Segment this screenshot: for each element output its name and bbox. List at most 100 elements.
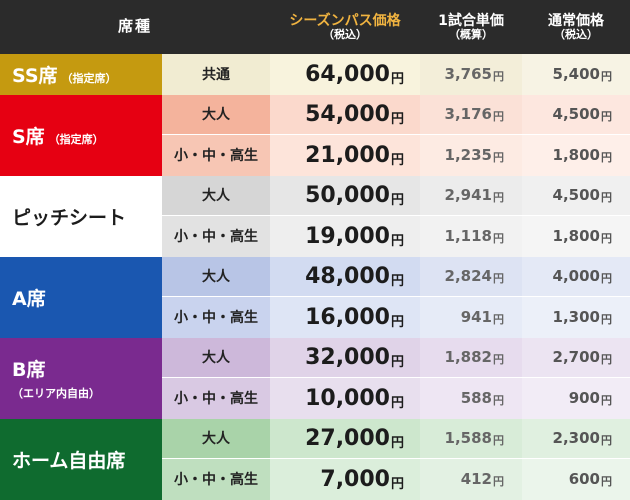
table-row: 共通 64,000 円 3,765 円 5,400 円 [0, 54, 630, 95]
single-price-cell-value: 2,941 [444, 186, 492, 205]
regular-price-cell-value: 600 [568, 470, 600, 489]
header-season-label: シーズンパス価格 [289, 12, 401, 29]
header-regular-price: 通常価格 （税込） [522, 0, 630, 54]
yen-unit: 円 [601, 434, 612, 448]
season-price-cell-value: 21,000 [305, 142, 390, 168]
seat-group-label-b: B席 （エリア内自由） [0, 337, 162, 419]
table-row: 大人 54,000 円 3,176 円 4,500 円 [0, 94, 630, 135]
yen-unit: 円 [390, 314, 404, 330]
header-season-pass: シーズンパス価格 （税込） [270, 0, 420, 54]
category-cell-value: 小・中・高生 [174, 391, 258, 408]
season-price-cell: 19,000 円 [270, 216, 420, 257]
yen-unit: 円 [390, 273, 404, 289]
category-cell-value: 小・中・高生 [174, 472, 258, 489]
regular-price-cell: 1,800 円 [522, 135, 630, 176]
regular-price-cell-value: 4,000 [552, 267, 600, 286]
season-price-cell: 21,000 円 [270, 135, 420, 176]
seat-group-name: ホーム自由席 [12, 446, 162, 473]
yen-unit: 円 [601, 232, 612, 246]
regular-price-cell-value: 4,500 [552, 105, 600, 124]
seat-group-name-text: S席 [12, 125, 45, 148]
yen-unit: 円 [493, 394, 504, 408]
category-cell: 共通 [162, 54, 270, 95]
regular-price-cell-value: 1,300 [552, 308, 600, 327]
single-price-cell: 1,882 円 [420, 337, 522, 378]
regular-price-cell-value: 2,700 [552, 348, 600, 367]
regular-price-cell: 5,400 円 [522, 54, 630, 95]
category-cell: 大人 [162, 418, 270, 459]
yen-unit: 円 [493, 434, 504, 448]
seat-group-name-text: SS席 [12, 64, 58, 87]
category-cell: 小・中・高生 [162, 297, 270, 338]
single-price-cell-value: 1,882 [444, 348, 492, 367]
single-price-cell: 2,941 円 [420, 175, 522, 216]
regular-price-cell: 600 円 [522, 459, 630, 500]
header-single-label: 1試合単価 [438, 12, 504, 29]
table-row: 小・中・高生 21,000 円 1,235 円 1,800 円 [0, 135, 630, 176]
season-price-cell: 16,000 円 [270, 297, 420, 338]
yen-unit: 円 [493, 272, 504, 286]
table-row: 大人 48,000 円 2,824 円 4,000 円 [0, 256, 630, 297]
single-price-cell-value: 588 [460, 389, 492, 408]
table-row: 小・中・高生 19,000 円 1,118 円 1,800 円 [0, 216, 630, 257]
season-price-cell: 48,000 円 [270, 256, 420, 297]
season-price-cell-value: 7,000 [320, 466, 390, 492]
season-price-cell: 7,000 円 [270, 459, 420, 500]
header-season-note: （税込） [323, 27, 367, 41]
single-price-cell: 588 円 [420, 378, 522, 419]
seat-group-label-home: ホーム自由席 [0, 418, 162, 500]
yen-unit: 円 [493, 353, 504, 367]
regular-price-cell: 4,500 円 [522, 175, 630, 216]
category-cell: 大人 [162, 337, 270, 378]
single-price-cell: 3,176 円 [420, 94, 522, 135]
category-cell-value: 小・中・高生 [174, 229, 258, 246]
category-cell: 大人 [162, 256, 270, 297]
category-cell-value: 大人 [202, 188, 230, 205]
header-seat-label: 席種 [117, 17, 152, 36]
header-seat-type: 席種 [0, 0, 270, 54]
category-cell-value: 大人 [202, 107, 230, 124]
single-price-cell-value: 941 [460, 308, 492, 327]
seat-group-name-text: A席 [12, 287, 46, 310]
regular-price-cell: 4,000 円 [522, 256, 630, 297]
season-price-cell: 32,000 円 [270, 337, 420, 378]
category-cell-value: 共通 [202, 67, 230, 84]
yen-unit: 円 [601, 394, 612, 408]
yen-unit: 円 [390, 354, 404, 370]
yen-unit: 円 [493, 70, 504, 84]
regular-price-cell-value: 5,400 [552, 65, 600, 84]
regular-price-cell: 1,800 円 [522, 216, 630, 257]
seat-group-label-pitch: ピッチシート [0, 175, 162, 257]
season-price-cell: 50,000 円 [270, 175, 420, 216]
table-row: 大人 50,000 円 2,941 円 4,500 円 [0, 175, 630, 216]
regular-price-cell: 900 円 [522, 378, 630, 419]
yen-unit: 円 [493, 313, 504, 327]
seat-group-name-text: ピッチシート [12, 206, 127, 229]
season-price-cell: 64,000 円 [270, 54, 420, 95]
single-price-cell-value: 412 [460, 470, 492, 489]
yen-unit: 円 [390, 152, 404, 168]
seat-group-name: B席 [12, 355, 162, 382]
regular-price-cell-value: 1,800 [552, 227, 600, 246]
seat-group-note: （指定席） [61, 71, 117, 85]
yen-unit: 円 [601, 191, 612, 205]
yen-unit: 円 [601, 353, 612, 367]
category-cell-value: 大人 [202, 350, 230, 367]
season-price-cell-value: 64,000 [305, 61, 390, 87]
season-price-cell-value: 48,000 [305, 263, 390, 289]
yen-unit: 円 [601, 272, 612, 286]
season-price-cell-value: 19,000 [305, 223, 390, 249]
seat-group-label-a: A席 [0, 256, 162, 338]
yen-unit: 円 [493, 475, 504, 489]
regular-price-cell-value: 2,300 [552, 429, 600, 448]
single-price-cell: 1,118 円 [420, 216, 522, 257]
regular-price-cell: 2,300 円 [522, 418, 630, 459]
yen-unit: 円 [493, 151, 504, 165]
regular-price-cell: 1,300 円 [522, 297, 630, 338]
table-row: 大人 27,000 円 1,588 円 2,300 円 [0, 418, 630, 459]
single-price-cell-value: 1,588 [444, 429, 492, 448]
single-price-cell-value: 2,824 [444, 267, 492, 286]
regular-price-cell-value: 4,500 [552, 186, 600, 205]
header-single-match: 1試合単価 （概算） [420, 0, 522, 54]
yen-unit: 円 [493, 232, 504, 246]
